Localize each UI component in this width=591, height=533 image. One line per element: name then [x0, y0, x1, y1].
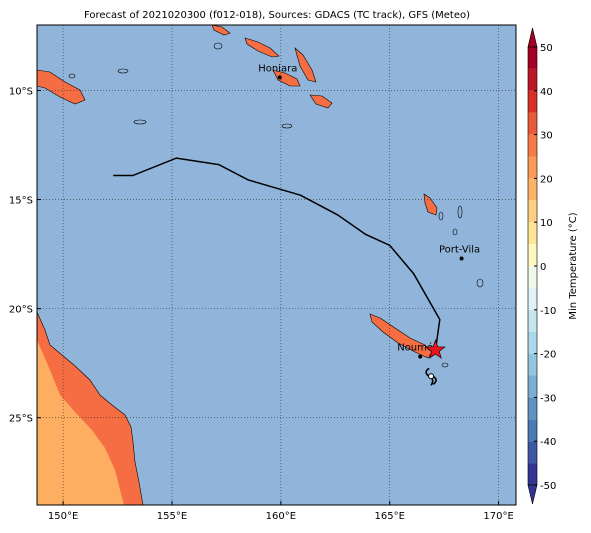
- cyclone-eye: [428, 373, 435, 380]
- y-tick-label: 10°S: [9, 86, 33, 97]
- colorbar-band: [528, 68, 537, 91]
- colorbar-tick-label: -50: [540, 481, 556, 492]
- colorbar-band: [528, 156, 537, 179]
- island: [309, 94, 333, 109]
- colorbar-tick-label: -30: [540, 393, 556, 404]
- y-tick-label: 25°S: [9, 414, 33, 425]
- colorbar-band: [528, 419, 537, 442]
- colorbar-tick-label: -20: [540, 350, 556, 361]
- colorbar-tick-label: 30: [540, 131, 553, 142]
- colorbar-band: [528, 112, 537, 135]
- colorbar-tick-label: -40: [540, 437, 556, 448]
- colorbar-band: [528, 222, 537, 245]
- colorbar-band: [528, 266, 537, 288]
- x-tick-label: 155°E: [157, 511, 187, 522]
- x-tick-label: 160°E: [266, 511, 296, 522]
- city-marker: [418, 354, 423, 359]
- colorbar-band: [528, 90, 537, 113]
- island: [244, 37, 280, 58]
- colorbar-tick-label: 50: [540, 43, 553, 54]
- colorbar-band: [528, 397, 537, 420]
- colorbar-band: [528, 200, 537, 223]
- island: [369, 313, 433, 359]
- colorbar-band: [528, 309, 537, 332]
- colorbar-tick-label: 0: [540, 262, 546, 273]
- colorbar-band: [528, 463, 537, 485]
- colorbar-band: [528, 134, 537, 157]
- overlay: Honiara Port-Vila Nouméa: [37, 25, 516, 505]
- island: [37, 69, 86, 105]
- island: [272, 69, 301, 87]
- colorbar-band: [528, 244, 537, 266]
- colorbar-band: [528, 178, 537, 201]
- colorbar-band: [528, 287, 537, 310]
- colorbar-band: [528, 375, 537, 398]
- city-label: Port-Vila: [439, 244, 480, 255]
- colorbar-extend: [527, 484, 538, 505]
- colorbar-band: [528, 47, 537, 69]
- city-marker: [459, 256, 464, 261]
- colorbar-band: [528, 353, 537, 376]
- x-tick-label: 150°E: [48, 511, 78, 522]
- x-tick-label: 170°E: [483, 511, 513, 522]
- x-tick-label: 165°E: [375, 511, 405, 522]
- island: [211, 25, 231, 36]
- current-position-star: [425, 339, 446, 359]
- land: [37, 25, 484, 505]
- colorbar-tick-label: 10: [540, 218, 553, 229]
- city-marker: [277, 75, 282, 80]
- y-tick-label: 15°S: [9, 196, 33, 207]
- colorbar-label: Min Temperature (°C): [568, 212, 579, 319]
- map-frame: [36, 24, 517, 506]
- city-label: Nouméa: [397, 342, 439, 354]
- australia-interior: [37, 340, 124, 505]
- map-title: Forecast of 2021020300 (f012-018), Sourc…: [84, 10, 470, 21]
- colorbar-extend: [527, 27, 538, 48]
- colorbar-tick-label: 20: [540, 174, 553, 185]
- y-tick-label: 20°S: [9, 305, 33, 316]
- island: [294, 47, 317, 83]
- colorbar-band: [528, 331, 537, 354]
- city-label: Honiara: [258, 63, 297, 74]
- storm-track: [113, 157, 441, 351]
- colorbar-tick-label: 40: [540, 87, 553, 98]
- colorbar-band: [528, 441, 537, 464]
- colorbar-tick-label: -10: [540, 306, 556, 317]
